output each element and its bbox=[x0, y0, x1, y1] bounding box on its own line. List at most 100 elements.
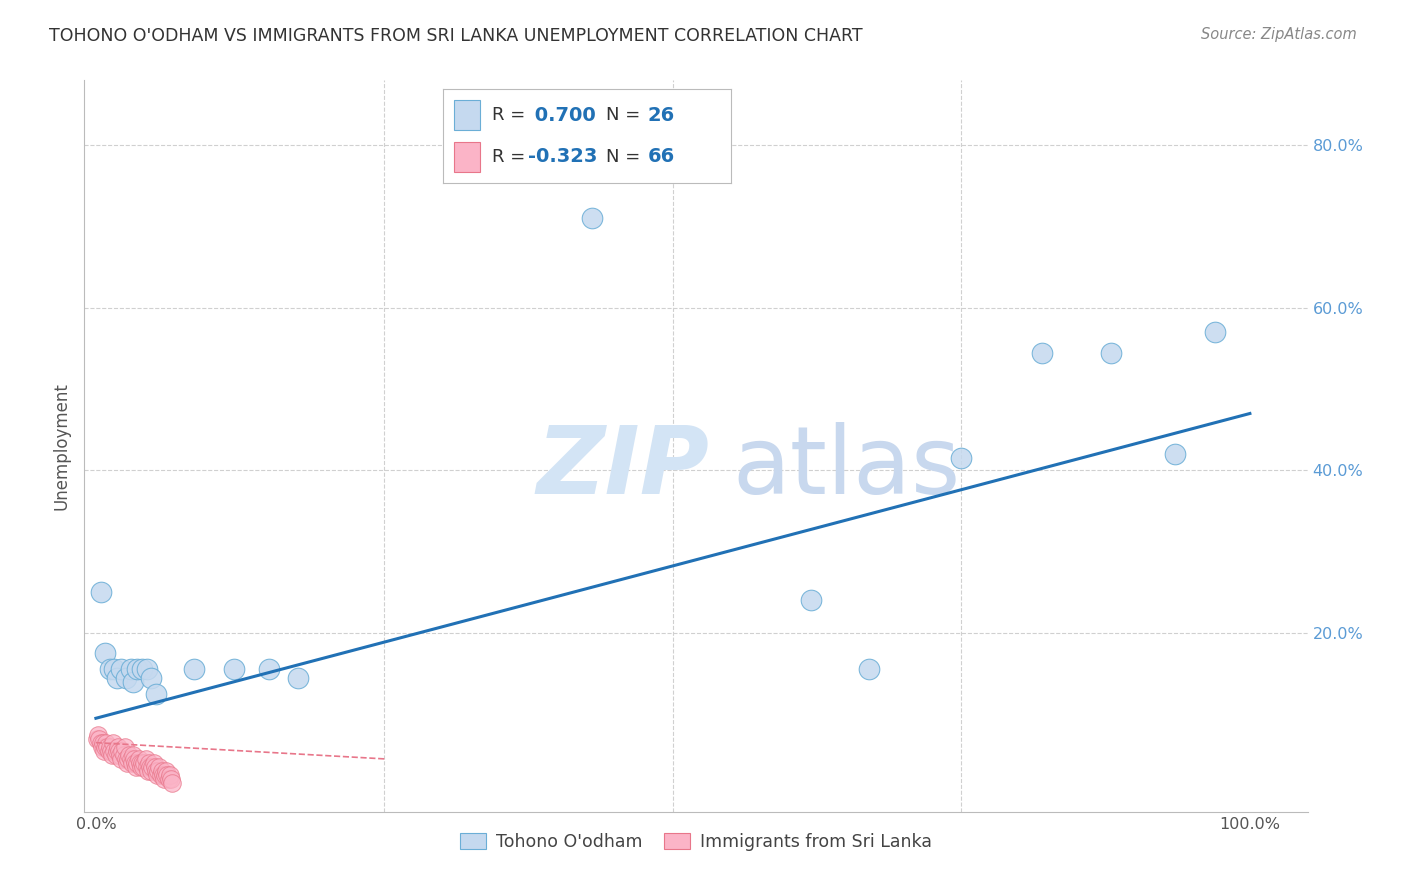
Point bbox=[87, 727, 110, 741]
Point bbox=[148, 764, 170, 778]
Point bbox=[104, 747, 127, 762]
Point bbox=[143, 760, 166, 774]
Legend: Tohono O'odham, Immigrants from Sri Lanka: Tohono O'odham, Immigrants from Sri Lank… bbox=[453, 826, 939, 858]
Point bbox=[97, 744, 120, 758]
Point bbox=[125, 760, 148, 774]
Point bbox=[117, 752, 139, 766]
Point bbox=[139, 760, 162, 774]
Point bbox=[148, 760, 170, 774]
Point bbox=[150, 764, 173, 778]
Point bbox=[128, 756, 150, 770]
Point bbox=[121, 747, 143, 762]
Text: R =: R = bbox=[492, 148, 531, 166]
Point bbox=[103, 736, 125, 750]
Point bbox=[98, 739, 121, 754]
Point bbox=[120, 663, 142, 677]
Point bbox=[96, 736, 118, 750]
Point bbox=[105, 671, 128, 685]
Text: 0.700: 0.700 bbox=[527, 106, 596, 125]
Text: R =: R = bbox=[492, 106, 531, 124]
Point bbox=[581, 211, 603, 226]
Point bbox=[950, 451, 973, 466]
Point bbox=[108, 744, 131, 758]
Point bbox=[94, 646, 117, 660]
Point bbox=[160, 772, 183, 787]
Text: 26: 26 bbox=[648, 106, 675, 125]
Point bbox=[100, 744, 122, 758]
Point bbox=[122, 752, 145, 766]
Point bbox=[134, 756, 156, 770]
Point bbox=[127, 663, 149, 677]
Point bbox=[108, 747, 131, 762]
Point bbox=[124, 756, 146, 770]
Text: TOHONO O'ODHAM VS IMMIGRANTS FROM SRI LANKA UNEMPLOYMENT CORRELATION CHART: TOHONO O'ODHAM VS IMMIGRANTS FROM SRI LA… bbox=[49, 27, 863, 45]
Point bbox=[89, 585, 111, 599]
Point bbox=[91, 736, 114, 750]
Point bbox=[131, 663, 153, 677]
Point bbox=[135, 752, 157, 766]
FancyBboxPatch shape bbox=[454, 142, 481, 171]
Point bbox=[107, 739, 129, 754]
Point bbox=[156, 768, 179, 782]
Point bbox=[157, 772, 180, 787]
Point bbox=[152, 768, 174, 782]
Point bbox=[141, 764, 163, 778]
Point bbox=[141, 760, 163, 774]
Point bbox=[110, 663, 132, 677]
Y-axis label: Unemployment: Unemployment bbox=[52, 382, 70, 510]
Point bbox=[115, 756, 138, 770]
Point bbox=[114, 739, 136, 754]
Point bbox=[135, 760, 157, 774]
Point bbox=[128, 752, 150, 766]
Point bbox=[135, 663, 157, 677]
Point bbox=[131, 756, 153, 770]
Point bbox=[93, 744, 115, 758]
Point bbox=[89, 731, 111, 746]
Text: N =: N = bbox=[606, 148, 645, 166]
Point bbox=[129, 760, 152, 774]
Point bbox=[120, 752, 142, 766]
Point bbox=[1099, 345, 1122, 359]
Point bbox=[105, 744, 128, 758]
Point bbox=[146, 768, 169, 782]
Point bbox=[86, 731, 108, 746]
Point bbox=[1204, 325, 1226, 339]
Text: atlas: atlas bbox=[733, 422, 960, 514]
Point bbox=[115, 752, 138, 766]
Point bbox=[89, 736, 111, 750]
Point bbox=[98, 663, 121, 677]
Text: -0.323: -0.323 bbox=[527, 147, 598, 166]
Text: ZIP: ZIP bbox=[537, 422, 710, 514]
Point bbox=[115, 671, 138, 685]
Point bbox=[160, 776, 183, 790]
Point bbox=[103, 663, 125, 677]
Point bbox=[153, 768, 176, 782]
Point bbox=[145, 687, 167, 701]
Point bbox=[138, 756, 160, 770]
FancyBboxPatch shape bbox=[454, 101, 481, 130]
Point bbox=[101, 747, 124, 762]
Point bbox=[112, 747, 135, 762]
Point bbox=[287, 671, 309, 685]
Point bbox=[155, 764, 177, 778]
Point bbox=[103, 744, 125, 758]
Point bbox=[90, 739, 112, 754]
Text: N =: N = bbox=[606, 106, 645, 124]
Point bbox=[118, 747, 141, 762]
Point bbox=[94, 739, 117, 754]
Point bbox=[111, 744, 134, 758]
Point bbox=[121, 756, 143, 770]
Point bbox=[127, 756, 149, 770]
Point bbox=[142, 756, 165, 770]
Text: 66: 66 bbox=[648, 147, 675, 166]
Point bbox=[1164, 447, 1187, 461]
Point bbox=[1031, 345, 1053, 359]
Point bbox=[183, 663, 205, 677]
Point bbox=[224, 663, 246, 677]
Point bbox=[136, 764, 159, 778]
Point bbox=[96, 739, 118, 754]
Point bbox=[149, 768, 172, 782]
Point bbox=[121, 674, 143, 689]
Point bbox=[858, 663, 880, 677]
Text: Source: ZipAtlas.com: Source: ZipAtlas.com bbox=[1201, 27, 1357, 42]
